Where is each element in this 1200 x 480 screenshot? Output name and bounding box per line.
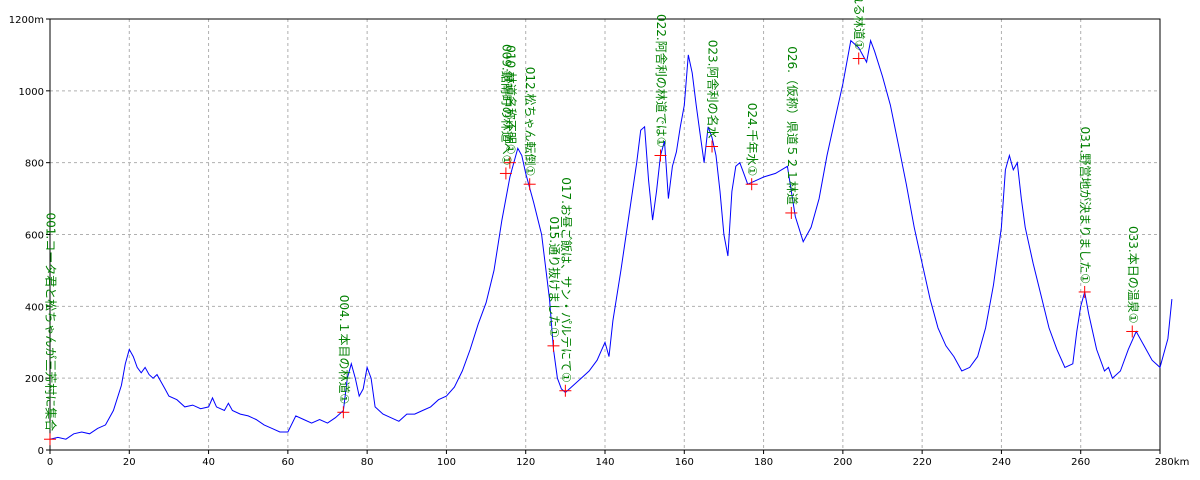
x-tick-label: 260 xyxy=(1071,457,1090,468)
waypoint-marker xyxy=(503,156,516,169)
waypoint-label: 023.阿舎利の名水 xyxy=(706,40,721,139)
y-tick-label: 200 xyxy=(25,374,44,385)
x-tick-label: 80 xyxy=(361,457,374,468)
x-tick-label: 40 xyxy=(202,457,215,468)
y-tick-label: 600 xyxy=(25,231,44,242)
x-tick-label: 60 xyxy=(281,457,294,468)
waypoint-marker xyxy=(44,433,56,446)
waypoint-marker xyxy=(337,406,350,419)
waypoint-label: 031.野営地が決まりました① xyxy=(1078,126,1093,283)
waypoint-label: 012.松ちゃん転倒① xyxy=(523,67,537,176)
waypoint-marker xyxy=(499,167,512,180)
waypoint-label: 017.お昼ご飯は、サン・パルテにて① xyxy=(559,177,574,382)
waypoint-marker xyxy=(1078,285,1091,298)
y-tick-label: 400 xyxy=(25,302,44,313)
x-tick-label: 160 xyxy=(675,457,694,468)
elevation-line xyxy=(49,38,1173,440)
x-tick-label: 120 xyxy=(516,457,535,468)
waypoint-label: 010.林道名称不明① xyxy=(503,45,518,154)
waypoint-marker xyxy=(1126,325,1139,338)
x-tick-label: 100 xyxy=(437,457,456,468)
waypoint-marker xyxy=(547,339,560,352)
x-tick-label: 0 xyxy=(47,457,53,468)
x-tick-label: 220 xyxy=(913,457,932,468)
waypoint-label: 015.通り抜けました① xyxy=(547,216,561,337)
y-tick-label: 800 xyxy=(25,159,44,170)
x-tick-label: 280km xyxy=(1155,457,1190,468)
waypoint-marker xyxy=(745,178,758,191)
waypoint-marker xyxy=(852,52,865,65)
waypoint-label: 024.千年水① xyxy=(745,103,759,176)
y-tick-label: 1200m xyxy=(9,15,44,26)
x-tick-label: 200 xyxy=(833,457,852,468)
axes xyxy=(46,18,1161,454)
waypoint-label: 004.１本目の林道① xyxy=(337,295,351,404)
waypoint-marker xyxy=(706,140,719,153)
waypoint-label: 033.本日の温泉① xyxy=(1126,226,1140,323)
waypoint-markers xyxy=(44,52,1139,446)
waypoint-labels: 001.コータ君と松ちゃんが三芳村に集合 004.１本目の林道① 009.鋸南町の林… xyxy=(44,0,1140,431)
x-tick-label: 140 xyxy=(595,457,614,468)
waypoint-label: 022.阿舎利の林道では① xyxy=(654,14,668,147)
series-group xyxy=(49,38,1173,440)
tick-labels: 0 20 40 60 80 100 120 140 160 180 200 220 240 260 280k… xyxy=(9,15,1190,468)
x-tick-label: 240 xyxy=(992,457,1011,468)
waypoint-label: 026.（仮称）県道５２１林道 xyxy=(785,46,799,205)
waypoint-marker xyxy=(785,206,798,219)
y-tick-label: 1000 xyxy=(19,87,44,98)
waypoint-marker xyxy=(654,149,667,162)
x-tick-label: 20 xyxy=(123,457,136,468)
x-tick-label: 180 xyxy=(754,457,773,468)
y-tick-label: 0 xyxy=(38,446,44,457)
waypoint-marker xyxy=(523,178,536,191)
waypoint-marker xyxy=(559,384,572,397)
waypoint-label: 009.鋸南町の林道へ① xyxy=(499,44,514,165)
waypoint-label: 027.旧戸倉トンネルから横にそれる林道① xyxy=(852,0,867,51)
waypoint-label: 001.コータ君と松ちゃんが三芳村に集合 xyxy=(44,212,59,431)
